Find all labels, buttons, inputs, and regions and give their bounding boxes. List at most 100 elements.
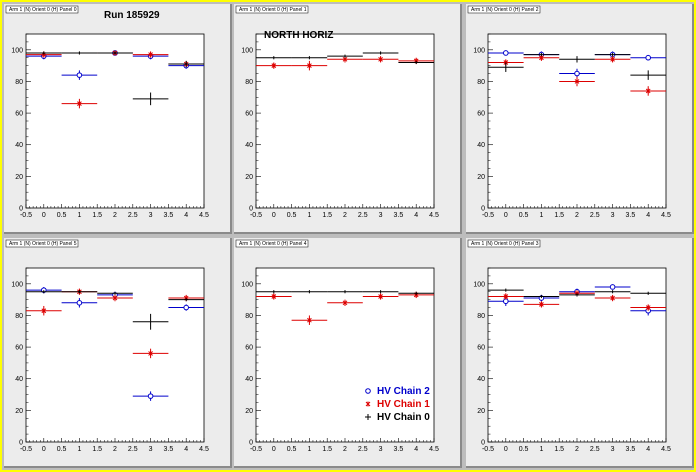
x-tick-label: 4	[414, 446, 418, 453]
y-tick-label: 40	[245, 142, 253, 149]
y-tick-label: 0	[249, 206, 253, 213]
x-tick-label: 0.5	[287, 212, 297, 219]
x-tick-label: 3	[379, 446, 383, 453]
y-tick-label: 60	[15, 345, 23, 352]
panel-title: Arm 1 (N) Orient 0 (H) Panel 0	[9, 7, 77, 13]
data-point-marker	[271, 293, 277, 299]
data-point-marker	[77, 101, 82, 107]
x-tick-label: 2	[113, 212, 117, 219]
y-tick-label: 80	[245, 313, 253, 320]
y-tick-label: 80	[477, 79, 485, 86]
data-point-marker	[503, 293, 509, 299]
data-point-marker	[342, 300, 348, 306]
x-tick-label: 0.5	[57, 446, 67, 453]
x-tick-label: 3	[149, 212, 153, 219]
series-chain0	[488, 288, 666, 299]
y-tick-label: 40	[15, 376, 23, 383]
data-point-marker	[574, 78, 580, 84]
plot-frame	[25, 33, 205, 209]
x-tick-label: 2	[343, 212, 347, 219]
x-tick-label: 1	[77, 212, 81, 219]
x-tick-label: 4	[646, 212, 650, 219]
panel-title-box	[235, 239, 309, 248]
panel-title-box	[467, 5, 541, 14]
x-tick-label: 3.5	[394, 446, 404, 453]
plot-frame	[487, 267, 667, 443]
panel-title: Arm 1 (N) Orient 0 (H) Panel 2	[471, 7, 539, 13]
x-tick-label: 2	[575, 212, 579, 219]
y-tick-label: 60	[15, 111, 23, 118]
x-tick-label: 3	[379, 212, 383, 219]
x-tick-label: 4.5	[199, 446, 209, 453]
x-tick-label: 2.5	[128, 212, 138, 219]
x-tick-label: 1.5	[322, 446, 332, 453]
series-chain0	[256, 290, 434, 295]
x-tick-label: 4.5	[429, 446, 439, 453]
x-tick-label: 2	[113, 446, 117, 453]
data-point-marker	[574, 70, 580, 77]
x-tick-label: 4.5	[661, 212, 671, 219]
x-tick-label: 0	[504, 446, 508, 453]
x-tick-label: -0.5	[482, 212, 494, 219]
y-tick-label: 60	[245, 345, 253, 352]
x-tick-label: 3.5	[626, 446, 636, 453]
x-tick-label: 1	[539, 446, 543, 453]
data-point-marker	[76, 300, 83, 306]
panel-title: Arm 1 (N) Orient 0 (H) Panel 5	[9, 241, 77, 247]
panel-1-pad: Arm 1 (N) Orient 0 (H) Panel 1 -0.5 0 0.5 1 1…	[234, 4, 462, 234]
y-tick-label: 20	[477, 174, 485, 181]
series-chain0	[26, 290, 204, 330]
panel-title: Arm 1 (N) Orient 0 (H) Panel 1	[239, 7, 307, 13]
y-tick-label: 100	[11, 47, 23, 54]
panel-chart-svg: Arm 1 (N) Orient 0 (H) Panel 1-0.5 0 0.5 1 1…	[235, 5, 439, 219]
x-tick-label: 2	[575, 446, 579, 453]
y-tick-label: 40	[477, 142, 485, 149]
legend-label: HV Chain 2	[377, 386, 430, 397]
x-tick-label: -0.5	[482, 446, 494, 453]
y-tick-label: 40	[15, 142, 23, 149]
x-tick-label: 1.5	[554, 212, 564, 219]
panel-title-box	[5, 5, 79, 14]
x-tick-label: 2.5	[358, 446, 368, 453]
x-tick-label: 1.5	[322, 212, 332, 219]
series-chain0	[256, 51, 434, 65]
y-tick-label: 0	[19, 206, 23, 213]
panel-title-box	[467, 239, 541, 248]
series-chain1	[26, 288, 204, 359]
y-tick-label: 0	[249, 440, 253, 447]
data-point-marker	[271, 63, 277, 69]
panel-title: Arm 1 (N) Orient 0 (H) Panel 3	[471, 241, 539, 247]
panel-annotation: Run 185929	[104, 10, 160, 21]
data-point-marker	[645, 88, 651, 94]
x-tick-label: 1	[77, 446, 81, 453]
x-tick-label: 0.5	[57, 212, 67, 219]
y-tick-label: 100	[241, 47, 253, 54]
y-tick-label: 20	[245, 174, 253, 181]
y-tick-label: 40	[245, 376, 253, 383]
x-tick-label: 4	[414, 212, 418, 219]
panel-3-pad: Arm 1 (N) Orient 0 (H) Panel 3 -0.5 0 0.5 1 1…	[466, 238, 694, 468]
x-tick-label: 2.5	[358, 212, 368, 219]
data-point-marker	[539, 301, 544, 307]
y-tick-label: 80	[477, 313, 485, 320]
panel-5-pad: Arm 1 (N) Orient 0 (H) Panel 5 -0.5 0 0.5 1 1…	[4, 238, 232, 468]
y-tick-label: 100	[473, 47, 485, 54]
data-point-marker	[378, 293, 383, 299]
y-tick-label: 20	[15, 408, 23, 415]
x-tick-label: 4	[184, 212, 188, 219]
x-tick-label: 2	[343, 446, 347, 453]
y-tick-label: 60	[245, 111, 253, 118]
panel-chart-svg: Arm 1 (N) Orient 0 (H) Panel 3-0.5 0 0.5 1 1…	[467, 239, 671, 453]
y-tick-label: 60	[477, 111, 485, 118]
series-chain1	[488, 290, 666, 311]
panel-chart-svg: Arm 1 (N) Orient 0 (H) Panel 2-0.5 0 0.5 1 1…	[467, 5, 671, 219]
x-tick-label: 0	[272, 212, 276, 219]
y-tick-label: 0	[19, 440, 23, 447]
panel-0-pad: Arm 1 (N) Orient 0 (H) Panel 0 -0.5 0 0.5 1 1…	[4, 4, 232, 234]
x-tick-label: -0.5	[20, 446, 32, 453]
y-tick-label: 100	[473, 281, 485, 288]
x-tick-label: 3.5	[394, 212, 404, 219]
data-point-marker	[148, 350, 153, 356]
data-point-marker	[41, 308, 47, 314]
x-tick-label: 1.5	[92, 446, 102, 453]
